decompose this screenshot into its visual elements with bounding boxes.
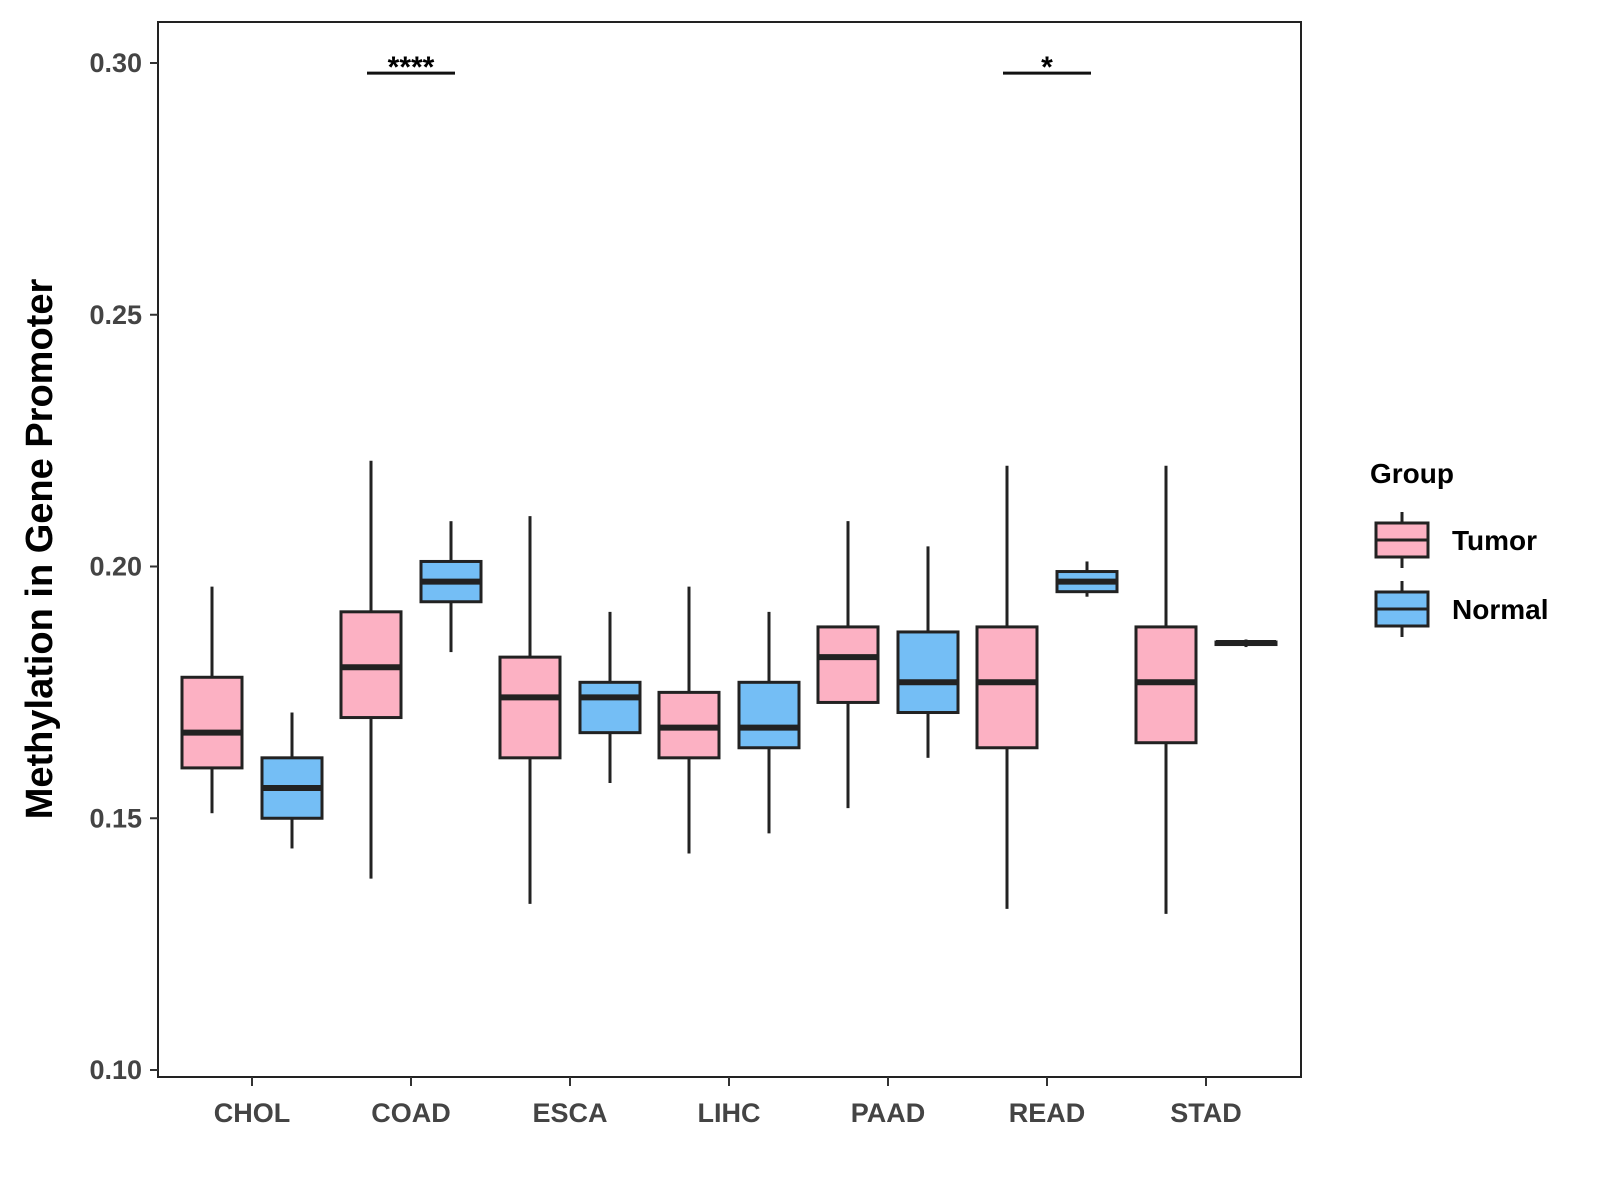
box-body: [498, 655, 562, 760]
box-normal-lihc: [737, 611, 801, 834]
box-body: [578, 680, 642, 735]
x-tick-label: COAD: [371, 1098, 451, 1128]
legend-title: Group: [1370, 458, 1454, 489]
y-axis: 0.10 0.15 0.20 0.25 0.30: [89, 48, 158, 1085]
legend-item-normal: Normal: [1374, 581, 1548, 637]
x-tick-label: STAD: [1170, 1098, 1242, 1128]
box-tumor-coad: [339, 460, 403, 879]
y-tick-label: 0.20: [89, 552, 142, 582]
box-tumor-lihc: [657, 586, 721, 854]
box-body: [896, 630, 960, 715]
x-tick-label: READ: [1009, 1098, 1086, 1128]
significance-read: *: [1003, 51, 1091, 84]
box-body: [975, 625, 1039, 750]
y-tick-label: 0.30: [89, 48, 142, 78]
x-tick-label: ESCA: [532, 1098, 607, 1128]
box-normal-coad: [419, 521, 483, 653]
box-tumor-paad: [816, 521, 880, 809]
y-tick-label: 0.25: [89, 300, 142, 330]
box-normal-stad: [1214, 639, 1278, 648]
legend-label: Normal: [1452, 594, 1548, 625]
x-axis: CHOL COAD ESCA LIHC PAAD READ STAD: [214, 1077, 1242, 1128]
x-tick-label: CHOL: [214, 1098, 291, 1128]
y-axis-title: Methylation in Gene Promoter: [19, 279, 61, 820]
box-normal-paad: [896, 546, 960, 758]
significance-coad: ****: [367, 51, 455, 84]
legend-item-tumor: Tumor: [1374, 512, 1537, 568]
y-tick-label: 0.15: [89, 803, 142, 833]
box-body: [180, 675, 244, 770]
box-body: [816, 625, 880, 704]
legend-label: Tumor: [1452, 525, 1537, 556]
box-normal-read: [1055, 561, 1119, 597]
significance-label: *: [1041, 51, 1053, 84]
box-tumor-chol: [180, 586, 244, 814]
legend: Group Tumor Normal: [1370, 458, 1548, 637]
box-tumor-read: [975, 465, 1039, 909]
box-tumor-stad: [1134, 465, 1198, 914]
y-tick-label: 0.10: [89, 1055, 142, 1085]
x-tick-label: PAAD: [851, 1098, 926, 1128]
box-body: [737, 680, 801, 750]
box-normal-esca: [578, 611, 642, 784]
significance-label: ****: [388, 51, 435, 84]
chart-marks: **** *: [180, 51, 1278, 914]
box-normal-chol: [260, 712, 324, 849]
box-tumor-esca: [498, 516, 562, 904]
x-tick-label: LIHC: [698, 1098, 761, 1128]
